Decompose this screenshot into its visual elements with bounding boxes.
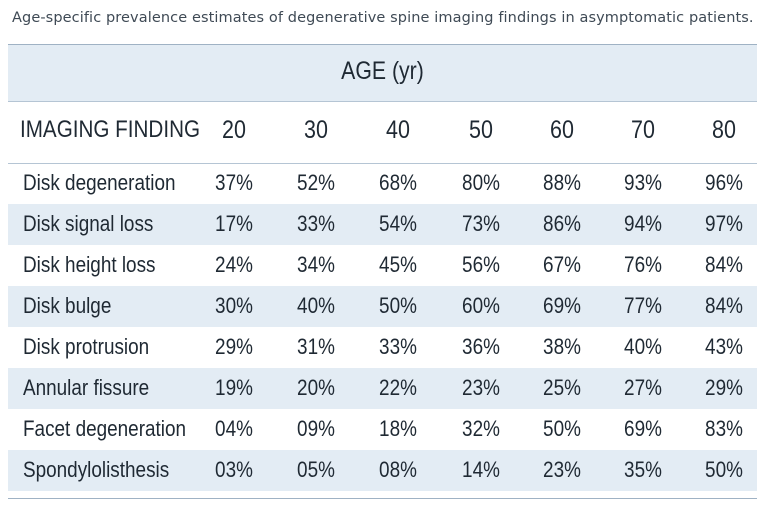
- prevalence-cell: 34%: [297, 252, 335, 277]
- prevalence-cell: 80%: [462, 170, 500, 195]
- prevalence-cell: 96%: [705, 170, 743, 195]
- age-column-header: 20: [222, 116, 246, 144]
- age-column-header: 70: [631, 116, 655, 144]
- prevalence-cell: 69%: [543, 293, 581, 318]
- table-row: Disk degeneration 37% 52% 68% 80% 88% 93…: [8, 163, 757, 204]
- prevalence-table: AGE (yr) IMAGING FINDING 20 30 40 50 60 …: [8, 44, 757, 499]
- prevalence-cell: 33%: [297, 211, 335, 236]
- prevalence-cell: 93%: [624, 170, 662, 195]
- prevalence-cell: 09%: [297, 416, 335, 441]
- prevalence-cell: 23%: [543, 457, 581, 482]
- prevalence-cell: 30%: [215, 293, 253, 318]
- table-row: Disk bulge 30% 40% 50% 60% 69% 77% 84%: [8, 286, 757, 327]
- table-row: Disk signal loss 17% 33% 54% 73% 86% 94%…: [8, 204, 757, 245]
- prevalence-cell: 19%: [215, 375, 253, 400]
- prevalence-cell: 50%: [379, 293, 417, 318]
- prevalence-cell: 67%: [543, 252, 581, 277]
- age-column-header: 50: [469, 116, 493, 144]
- prevalence-cell: 43%: [705, 334, 743, 359]
- prevalence-cell: 54%: [379, 211, 417, 236]
- imaging-finding-header: IMAGING FINDING: [20, 116, 201, 143]
- finding-name: Disk degeneration: [23, 170, 176, 195]
- age-column-header: 40: [386, 116, 410, 144]
- prevalence-cell: 35%: [624, 457, 662, 482]
- prevalence-cell: 45%: [379, 252, 417, 277]
- finding-name: Disk height loss: [23, 252, 156, 277]
- table-row: Spondylolisthesis 03% 05% 08% 14% 23% 35…: [8, 450, 757, 491]
- prevalence-cell: 20%: [297, 375, 335, 400]
- age-column-header: 80: [712, 116, 736, 144]
- prevalence-cell: 60%: [462, 293, 500, 318]
- prevalence-cell: 84%: [705, 293, 743, 318]
- prevalence-cell: 97%: [705, 211, 743, 236]
- prevalence-cell: 88%: [543, 170, 581, 195]
- table-row: Facet degeneration 04% 09% 18% 32% 50% 6…: [8, 409, 757, 450]
- prevalence-cell: 38%: [543, 334, 581, 359]
- prevalence-cell: 36%: [462, 334, 500, 359]
- prevalence-cell: 29%: [215, 334, 253, 359]
- prevalence-cell: 40%: [297, 293, 335, 318]
- prevalence-cell: 94%: [624, 211, 662, 236]
- age-column-header: 60: [550, 116, 574, 144]
- age-group-header: AGE (yr): [8, 45, 757, 102]
- prevalence-cell: 52%: [297, 170, 335, 195]
- prevalence-cell: 05%: [297, 457, 335, 482]
- age-group-label: AGE (yr): [341, 57, 424, 85]
- prevalence-cell: 68%: [379, 170, 417, 195]
- finding-name: Disk protrusion: [23, 334, 150, 359]
- prevalence-cell: 08%: [379, 457, 417, 482]
- prevalence-cell: 37%: [215, 170, 253, 195]
- prevalence-cell: 31%: [297, 334, 335, 359]
- finding-name: Spondylolisthesis: [23, 457, 170, 482]
- table-caption: Age-specific prevalence estimates of deg…: [12, 10, 754, 26]
- prevalence-cell: 18%: [379, 416, 417, 441]
- prevalence-cell: 22%: [379, 375, 417, 400]
- prevalence-cell: 83%: [705, 416, 743, 441]
- column-header-row: IMAGING FINDING 20 30 40 50 60 70 80: [8, 102, 757, 164]
- prevalence-cell: 23%: [462, 375, 500, 400]
- finding-name: Annular fissure: [23, 375, 150, 400]
- prevalence-cell: 73%: [462, 211, 500, 236]
- prevalence-cell: 56%: [462, 252, 500, 277]
- prevalence-cell: 50%: [705, 457, 743, 482]
- prevalence-cell: 50%: [543, 416, 581, 441]
- prevalence-cell: 69%: [624, 416, 662, 441]
- finding-name: Disk signal loss: [23, 211, 154, 236]
- prevalence-cell: 27%: [624, 375, 662, 400]
- prevalence-cell: 40%: [624, 334, 662, 359]
- table-row: Disk protrusion 29% 31% 33% 36% 38% 40% …: [8, 327, 757, 368]
- prevalence-cell: 86%: [543, 211, 581, 236]
- prevalence-cell: 33%: [379, 334, 417, 359]
- age-column-header: 30: [304, 116, 328, 144]
- table-row: Disk height loss 24% 34% 45% 56% 67% 76%…: [8, 245, 757, 286]
- prevalence-cell: 84%: [705, 252, 743, 277]
- prevalence-cell: 14%: [462, 457, 500, 482]
- table-row: Annular fissure 19% 20% 22% 23% 25% 27% …: [8, 368, 757, 409]
- prevalence-cell: 17%: [215, 211, 253, 236]
- prevalence-cell: 32%: [462, 416, 500, 441]
- prevalence-cell: 77%: [624, 293, 662, 318]
- prevalence-cell: 03%: [215, 457, 253, 482]
- prevalence-cell: 25%: [543, 375, 581, 400]
- prevalence-cell: 76%: [624, 252, 662, 277]
- prevalence-cell: 24%: [215, 252, 253, 277]
- prevalence-cell: 04%: [215, 416, 253, 441]
- finding-name: Disk bulge: [23, 293, 112, 318]
- finding-name: Facet degeneration: [23, 416, 187, 441]
- prevalence-cell: 29%: [705, 375, 743, 400]
